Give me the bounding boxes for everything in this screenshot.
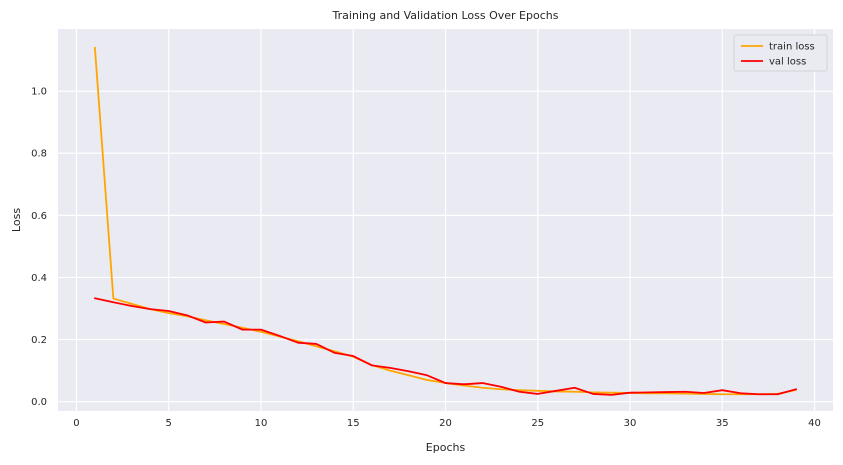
legend-entry: val loss	[769, 57, 806, 68]
y-tick-label: 0.8	[31, 149, 47, 160]
y-tick-label: 0.0	[31, 397, 47, 408]
legend-frame	[733, 34, 828, 72]
x-tick-label: 30	[624, 418, 637, 429]
y-tick-label: 0.4	[31, 273, 47, 284]
y-axis-label: Loss	[10, 208, 23, 232]
x-tick-label: 5	[166, 418, 172, 429]
legend-entry: train loss	[769, 42, 815, 53]
y-tick-label: 0.6	[31, 211, 47, 222]
x-tick-label: 20	[439, 418, 452, 429]
x-tick-label: 25	[531, 418, 544, 429]
grid	[58, 29, 833, 411]
series-line-val-loss	[94, 297, 797, 396]
chart-title: Training and Validation Loss Over Epochs	[332, 9, 559, 22]
x-tick-label: 15	[347, 418, 360, 429]
x-tick-label: 40	[808, 418, 821, 429]
y-tick-label: 1.0	[31, 87, 47, 98]
x-tick-label: 35	[716, 418, 729, 429]
legend: train loss val loss	[733, 34, 828, 72]
x-tick-label: 0	[73, 418, 79, 429]
x-axis-label: Epochs	[426, 441, 466, 454]
series-layer	[94, 46, 797, 396]
tick-labels: 0 5 10 15 20 25 30 35 40 0.0 0.2 0.4 0.6 0.8 1.0	[31, 87, 821, 429]
y-tick-label: 0.2	[31, 335, 47, 346]
x-tick-label: 10	[255, 418, 268, 429]
